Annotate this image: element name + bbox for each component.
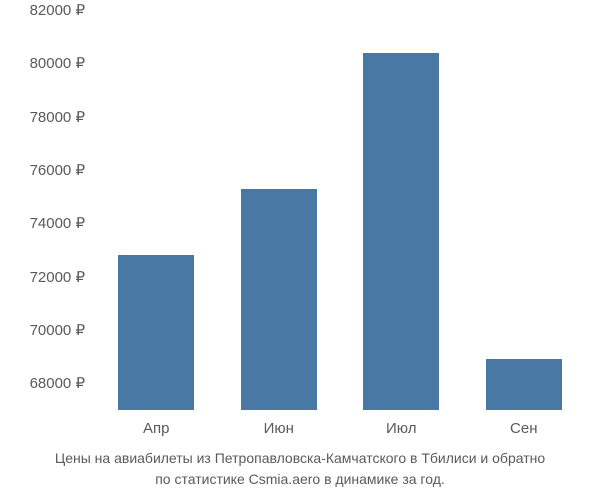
- chart-caption: Цены на авиабилеты из Петропавловска-Кам…: [0, 448, 600, 490]
- y-tick-label: 68000 ₽: [30, 374, 85, 392]
- y-tick-label: 70000 ₽: [30, 321, 85, 339]
- y-tick-label: 78000 ₽: [30, 108, 85, 126]
- caption-line-1: Цены на авиабилеты из Петропавловска-Кам…: [0, 448, 600, 469]
- bar: [241, 189, 317, 410]
- plot-area: [95, 10, 585, 410]
- y-tick-label: 72000 ₽: [30, 268, 85, 286]
- y-axis: 68000 ₽ 70000 ₽ 72000 ₽ 74000 ₽ 76000 ₽ 78000…: [0, 10, 95, 410]
- bar: [363, 53, 439, 410]
- y-tick-label: 74000 ₽: [30, 214, 85, 232]
- x-tick-label: Сен: [510, 420, 537, 437]
- y-tick-label: 80000 ₽: [30, 54, 85, 72]
- x-tick-label: Июн: [264, 420, 294, 437]
- bar: [118, 255, 194, 410]
- bar: [486, 359, 562, 410]
- x-axis: Апр Июн Июл Сен: [95, 415, 585, 445]
- x-tick-label: Июл: [386, 420, 416, 437]
- y-tick-label: 76000 ₽: [30, 161, 85, 179]
- caption-line-2: по статистике Csmia.aero в динамике за г…: [0, 469, 600, 490]
- x-tick-label: Апр: [143, 420, 169, 437]
- price-chart: 68000 ₽ 70000 ₽ 72000 ₽ 74000 ₽ 76000 ₽ 78000…: [0, 0, 600, 500]
- y-tick-label: 82000 ₽: [30, 1, 85, 19]
